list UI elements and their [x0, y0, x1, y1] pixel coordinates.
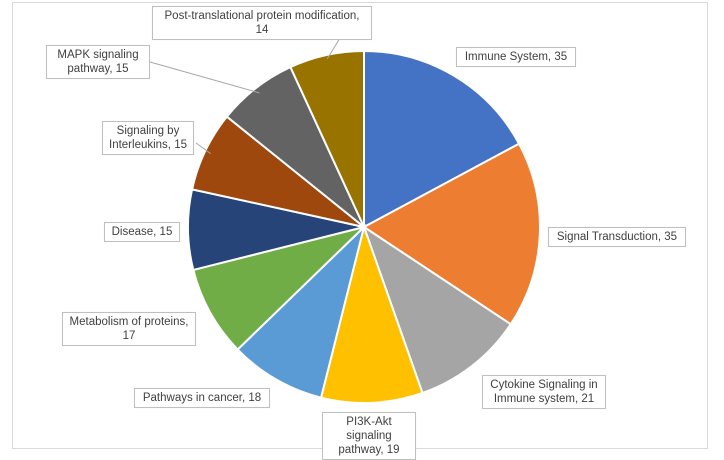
data-label-signal-transduction: Signal Transduction, 35 — [548, 227, 686, 247]
data-label-pathways-in-cancer: Pathways in cancer, 18 — [134, 388, 270, 408]
data-label-mapk-signaling: MAPK signaling pathway, 15 — [46, 45, 150, 79]
leader-line — [195, 142, 211, 155]
leader-line — [326, 37, 341, 60]
data-label-metabolism-of-proteins: Metabolism of proteins, 17 — [62, 312, 196, 346]
data-label-disease: Disease, 15 — [104, 222, 180, 242]
data-label-signaling-by-interleukins: Signaling by Interleukins, 15 — [102, 121, 194, 155]
pie-slice-pathways-in-cancer — [236, 223, 366, 399]
data-label-cytokine-signaling: Cytokine Signaling in Immune system, 21 — [482, 375, 606, 409]
data-label-immune-system: Immune System, 35 — [456, 47, 576, 67]
pie-slice-signal-transduction — [362, 142, 541, 326]
data-label-pi3k-akt: PI3K-Akt signaling pathway, 19 — [322, 412, 416, 460]
pie-slice-immune-system — [363, 49, 521, 229]
leader-line — [149, 61, 260, 94]
pie-slice-post-translational-protein-modification — [289, 49, 365, 228]
pie-slice-pi3k-akt-signaling-pathway — [319, 223, 424, 404]
pie-slice-cytokine-signaling-in-immune-system — [362, 224, 513, 395]
data-label-post-translational: Post-translational protein modification,… — [152, 6, 372, 40]
pie-slice-metabolism-of-proteins — [192, 225, 368, 351]
